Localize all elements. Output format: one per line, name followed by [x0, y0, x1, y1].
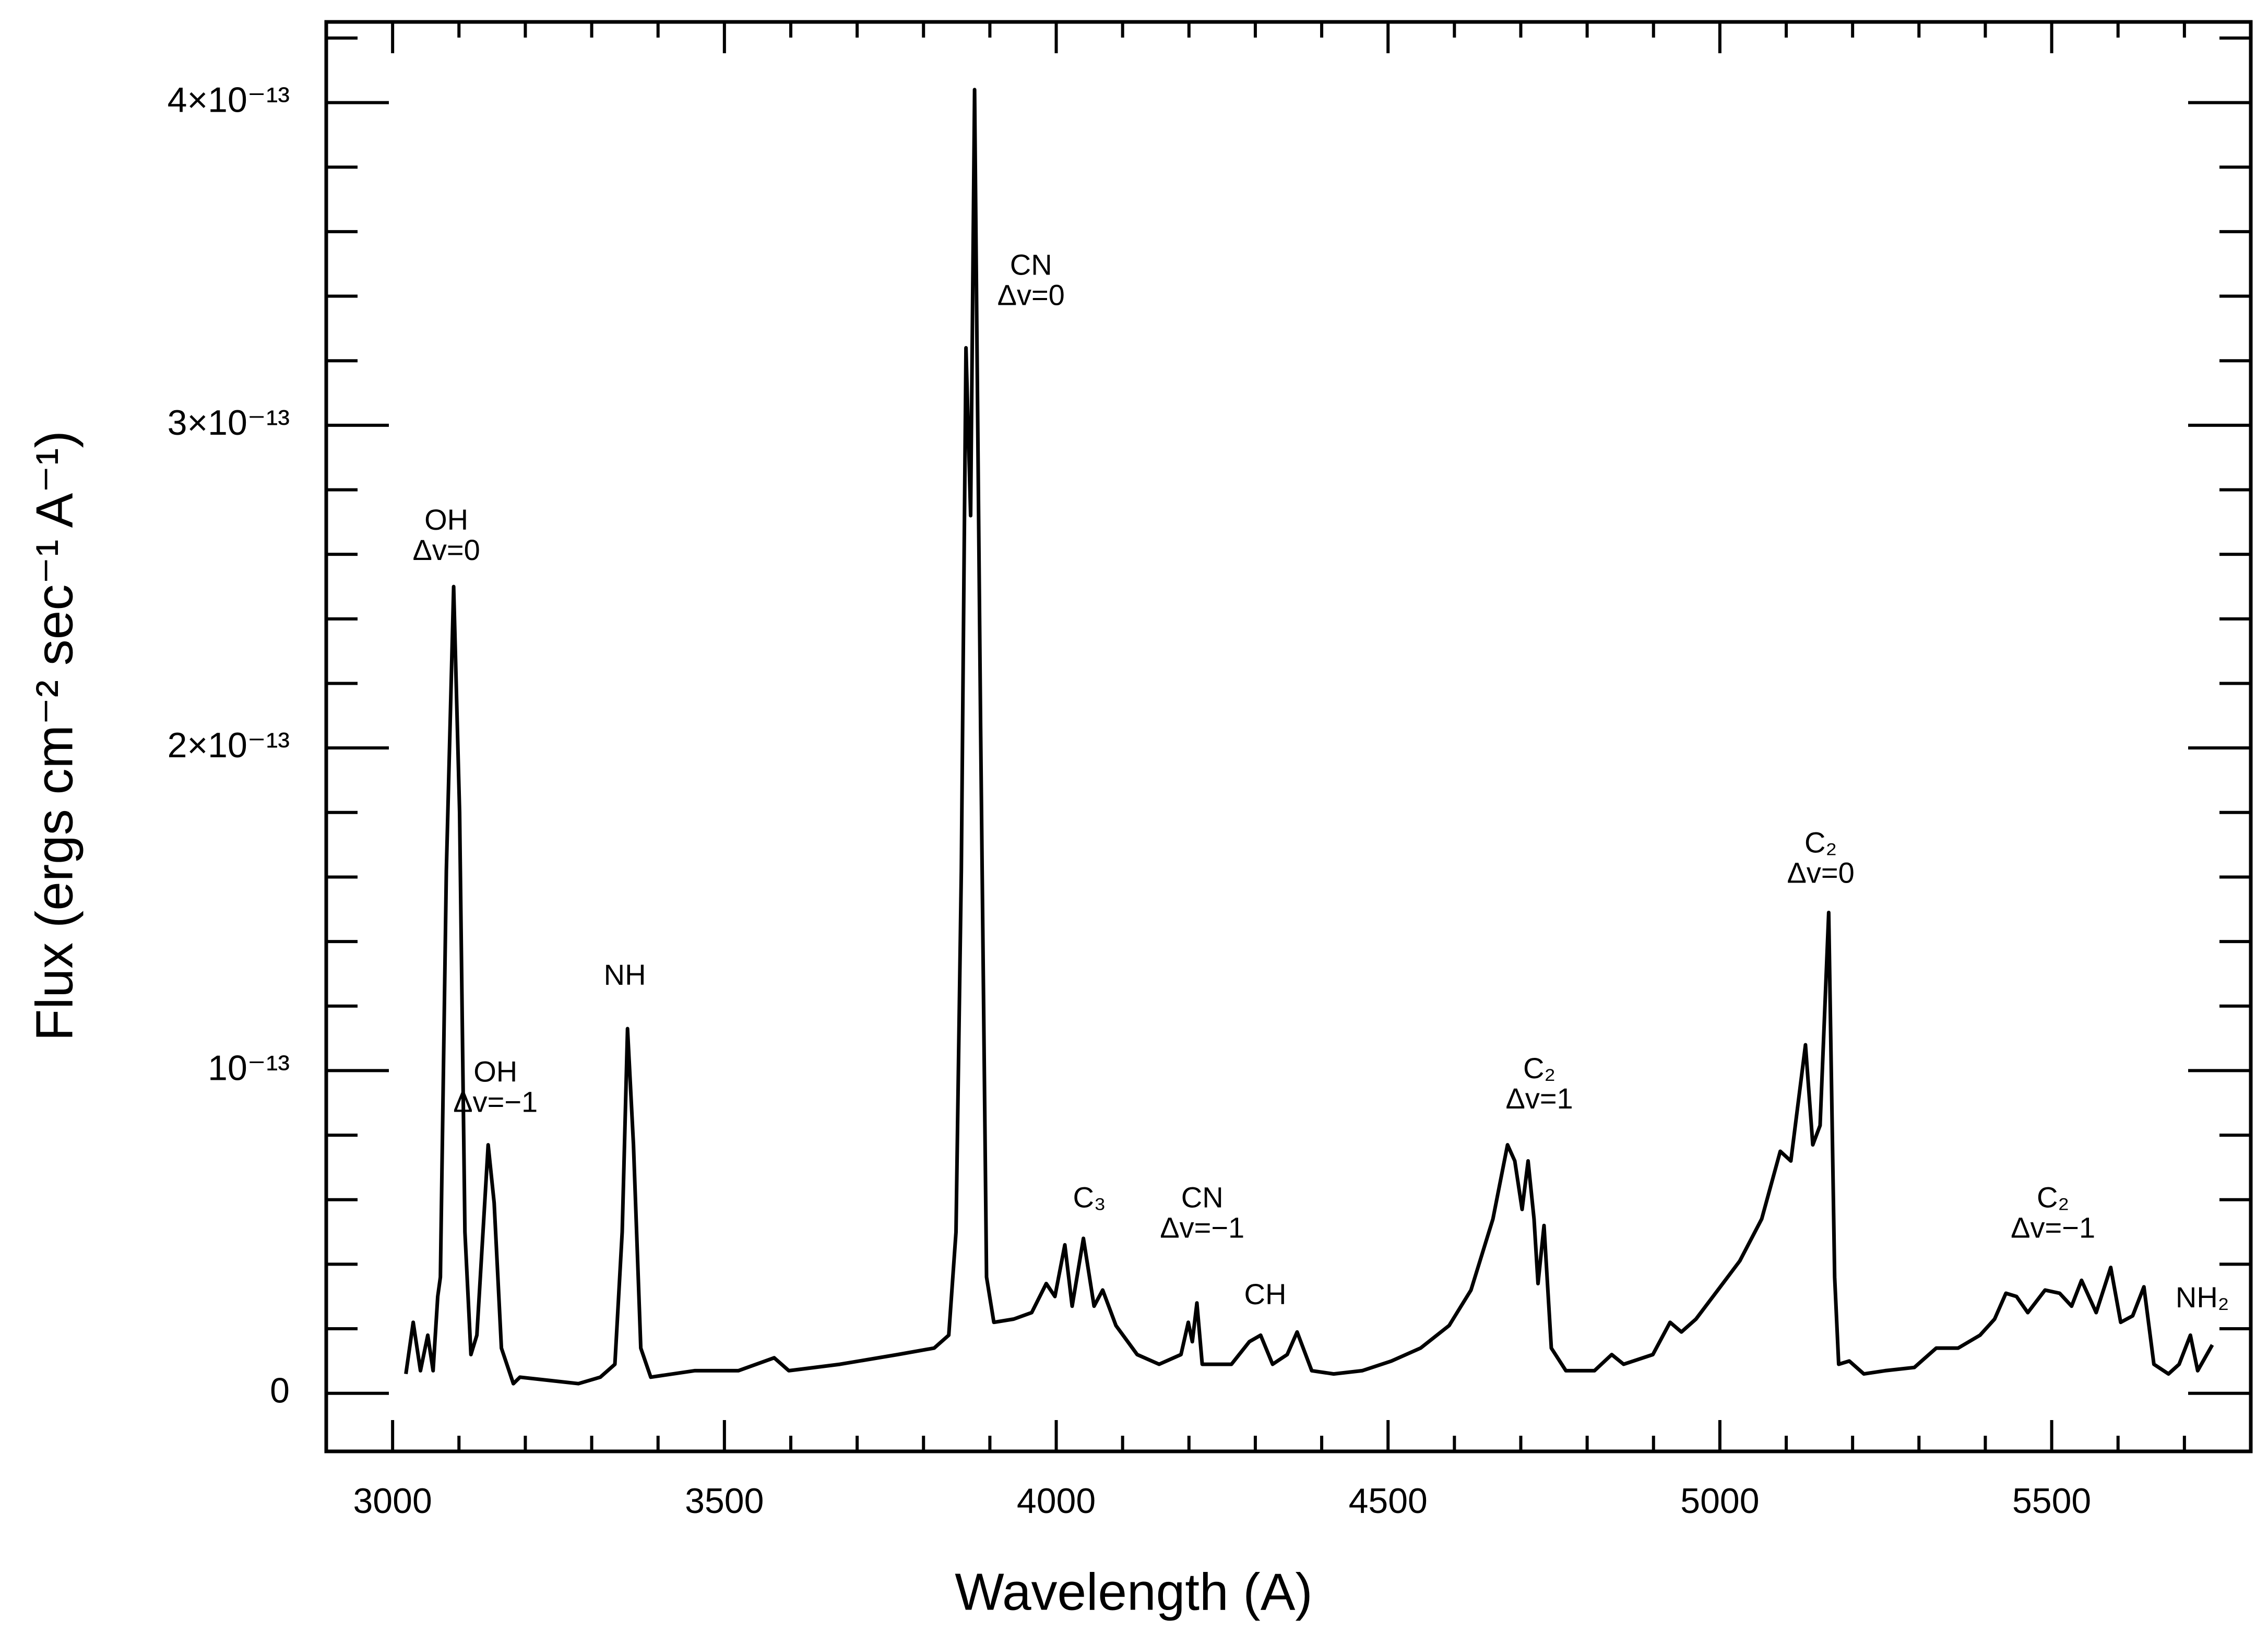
- annotation: C₂: [1804, 826, 1837, 859]
- annotation: Δv=−1: [1160, 1211, 1244, 1244]
- annotation: C₃: [1073, 1181, 1106, 1214]
- annotation: CH: [1244, 1278, 1287, 1310]
- y-tick-label: 2×10⁻¹³: [168, 725, 290, 765]
- y-tick-label: 3×10⁻¹³: [168, 403, 290, 443]
- annotation: Δv=−1: [453, 1085, 538, 1118]
- annotation: Δv=−1: [2011, 1211, 2095, 1244]
- annotation: C₂: [1523, 1052, 1555, 1084]
- annotation: Δv=0: [1787, 856, 1855, 889]
- annotation: CN: [1010, 248, 1052, 281]
- x-tick-label: 4500: [1349, 1481, 1428, 1521]
- y-axis-label: Flux (ergs cm⁻² sec⁻¹ A⁻¹): [25, 431, 84, 1041]
- plot-frame: [324, 20, 2253, 1453]
- annotation: NH: [604, 958, 646, 991]
- x-tick-label: 5500: [2012, 1481, 2091, 1521]
- y-tick-label: 10⁻¹³: [208, 1048, 290, 1088]
- y-tick-label: 4×10⁻¹³: [168, 80, 290, 120]
- spectrum-line: [404, 88, 2214, 1386]
- annotation: OH: [424, 503, 468, 536]
- annotation: C₂: [2037, 1181, 2069, 1214]
- annotation: CN: [1181, 1181, 1224, 1214]
- annotation: Δv=0: [998, 279, 1065, 312]
- y-tick-label: 0: [270, 1371, 290, 1411]
- annotation: NH₂: [2176, 1281, 2229, 1314]
- annotation: Δv=1: [1505, 1082, 1573, 1115]
- annotation: Δv=0: [412, 533, 480, 566]
- x-tick-label: 3000: [353, 1481, 432, 1521]
- x-tick-label: 3500: [685, 1481, 764, 1521]
- annotation: OH: [473, 1055, 517, 1088]
- x-tick-label: 5000: [1680, 1481, 1759, 1521]
- x-tick-label: 4000: [1017, 1481, 1096, 1521]
- x-axis-label: Wavelength (A): [955, 1563, 1312, 1621]
